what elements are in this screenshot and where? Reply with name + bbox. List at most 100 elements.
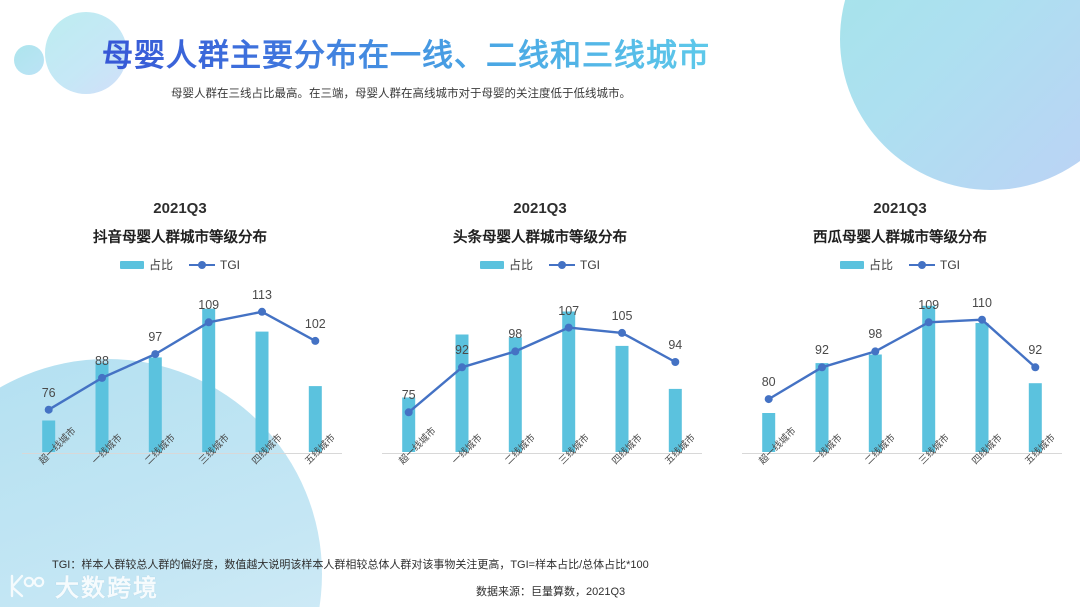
legend-bar-swatch-icon bbox=[479, 260, 504, 269]
charts-container: 2021Q3 抖音母婴人群城市等级分布占比 TGI 76 88 97 109 113 102 超一… bbox=[0, 192, 1080, 502]
chart-legend: 占比 TGI bbox=[720, 256, 1080, 273]
bar bbox=[455, 334, 469, 452]
bar bbox=[615, 345, 629, 452]
legend-line-swatch-icon bbox=[189, 260, 215, 270]
chart-panel-3: 2021Q3 西瓜母婴人群城市等级分布占比 TGI 80 92 98 109 110 92 超一线… bbox=[720, 192, 1080, 502]
x-axis-line bbox=[742, 453, 1062, 454]
legend-bar-label: 占比 bbox=[868, 258, 893, 272]
x-axis-labels: 超一线城市 一线城市 二线城市 三线城市 四线城市 五线城市 bbox=[742, 426, 1062, 505]
bar bbox=[42, 420, 56, 452]
data-source-note: 数据来源：巨量算数，2021Q3 bbox=[476, 586, 626, 598]
tgi-value-label: 98 bbox=[508, 327, 523, 342]
tgi-line bbox=[407, 326, 677, 414]
tgi-value-label: 110 bbox=[972, 295, 992, 310]
legend-line-swatch-icon bbox=[549, 260, 575, 270]
tgi-point bbox=[671, 358, 680, 366]
brand-mark-icon bbox=[10, 574, 45, 597]
tgi-value-label: 109 bbox=[918, 298, 940, 313]
tgi-point bbox=[258, 307, 266, 316]
chart-legend: 占比 TGI bbox=[360, 256, 720, 273]
chart-title: 2021Q3 bbox=[153, 200, 207, 217]
chart-title: 2021Q3 bbox=[513, 200, 567, 217]
bar bbox=[148, 357, 162, 452]
bar bbox=[95, 363, 109, 452]
chart-subtitle: 西瓜母婴人群城市等级分布 bbox=[813, 230, 987, 246]
legend-bar-swatch-icon bbox=[119, 260, 144, 269]
tgi-value-label: 92 bbox=[815, 343, 829, 358]
tgi-value-label: 80 bbox=[761, 375, 776, 390]
tgi-point bbox=[44, 405, 53, 414]
chart-panel-1: 2021Q3 抖音母婴人群城市等级分布占比 TGI 76 88 97 109 113 102 超一… bbox=[0, 192, 360, 502]
tgi-value-label: 92 bbox=[455, 343, 469, 358]
legend-line-label: TGI bbox=[580, 257, 600, 272]
legend-item-bar[interactable]: 占比 bbox=[119, 256, 173, 273]
bar bbox=[762, 413, 776, 452]
legend-item-line[interactable]: TGI bbox=[549, 258, 600, 272]
tgi-point bbox=[98, 373, 106, 382]
tgi-value-label: 75 bbox=[401, 388, 416, 403]
tgi-line bbox=[767, 318, 1037, 401]
chart-plot-area: 76 88 97 109 113 102 bbox=[22, 280, 342, 452]
tgi-value-label: 97 bbox=[148, 330, 163, 345]
legend-bar-label: 占比 bbox=[508, 258, 533, 272]
tgi-line bbox=[47, 310, 317, 411]
tgi-point bbox=[311, 336, 320, 345]
bar bbox=[508, 337, 522, 452]
tgi-point bbox=[924, 318, 933, 327]
tgi-value-label: 76 bbox=[41, 385, 56, 400]
bar bbox=[562, 311, 576, 452]
legend-line-label: TGI bbox=[220, 257, 240, 272]
watermark-logo: 大数跨境 bbox=[8, 568, 159, 603]
tgi-point bbox=[618, 328, 626, 337]
tgi-point bbox=[1031, 363, 1040, 372]
tgi-value-label: 105 bbox=[611, 308, 633, 323]
chart-plot-area: 75 92 98 107 105 94 bbox=[382, 280, 702, 452]
tgi-point bbox=[204, 318, 213, 327]
chart-legend: 占比 TGI bbox=[0, 256, 360, 273]
tgi-point bbox=[978, 315, 986, 324]
decor-circle-title-small bbox=[14, 45, 44, 75]
tgi-value-label: 109 bbox=[198, 298, 220, 313]
x-axis-labels: 超一线城市 一线城市 二线城市 三线城市 四线城市 五线城市 bbox=[382, 426, 702, 505]
legend-item-bar[interactable]: 占比 bbox=[479, 256, 533, 273]
tgi-value-label: 107 bbox=[558, 303, 580, 318]
bar bbox=[308, 386, 322, 452]
legend-item-line[interactable]: TGI bbox=[189, 258, 240, 272]
chart-subtitle: 抖音母婴人群城市等级分布 bbox=[93, 230, 267, 246]
bar bbox=[255, 331, 269, 452]
tgi-value-label: 94 bbox=[668, 338, 683, 352]
bar bbox=[668, 388, 682, 452]
chart-subtitle: 头条母婴人群城市等级分布 bbox=[453, 230, 627, 246]
tgi-value-label: 102 bbox=[304, 316, 326, 331]
tgi-point bbox=[871, 347, 880, 356]
legend-bar-swatch-icon bbox=[839, 260, 864, 269]
tgi-value-label: 113 bbox=[252, 287, 272, 302]
tgi-value-label: 92 bbox=[1028, 343, 1043, 358]
page-title: 母婴人群主要分布在一线、二线和三线城市 bbox=[102, 30, 710, 75]
bar bbox=[1028, 383, 1042, 452]
x-axis-labels: 超一线城市 一线城市 二线城市 三线城市 四线城市 五线城市 bbox=[22, 426, 342, 505]
legend-item-bar[interactable]: 占比 bbox=[839, 256, 893, 273]
tgi-value-label: 88 bbox=[95, 353, 109, 368]
x-axis-line bbox=[382, 453, 702, 454]
tgi-point bbox=[564, 323, 573, 332]
bar bbox=[922, 305, 936, 452]
tgi-point bbox=[818, 363, 826, 372]
footnote-tgi-definition: TGI：样本人群较总人群的偏好度，数值越大说明该样本人群相较总体人群对该事物关注… bbox=[52, 559, 649, 571]
legend-bar-label: 占比 bbox=[148, 258, 173, 272]
bar bbox=[815, 363, 829, 452]
x-axis-line bbox=[22, 453, 342, 454]
watermark-text: 大数跨境 bbox=[55, 575, 159, 602]
page-subtitle: 母婴人群在三线占比最高。在三端，母婴人群在高线城市对于母婴的关注度低于低线城市。 bbox=[171, 88, 631, 100]
tgi-value-label: 98 bbox=[868, 327, 883, 342]
legend-line-label: TGI bbox=[940, 257, 960, 272]
chart-plot-area: 80 92 98 109 110 92 bbox=[742, 280, 1062, 452]
tgi-point bbox=[151, 350, 160, 359]
decor-circle-top-right bbox=[840, 0, 1080, 190]
legend-item-line[interactable]: TGI bbox=[909, 258, 960, 272]
chart-panel-2: 2021Q3 头条母婴人群城市等级分布占比 TGI 75 92 98 107 105 94 超一线… bbox=[360, 192, 720, 502]
bar bbox=[975, 323, 989, 452]
chart-title: 2021Q3 bbox=[873, 200, 927, 217]
tgi-point bbox=[764, 395, 773, 404]
